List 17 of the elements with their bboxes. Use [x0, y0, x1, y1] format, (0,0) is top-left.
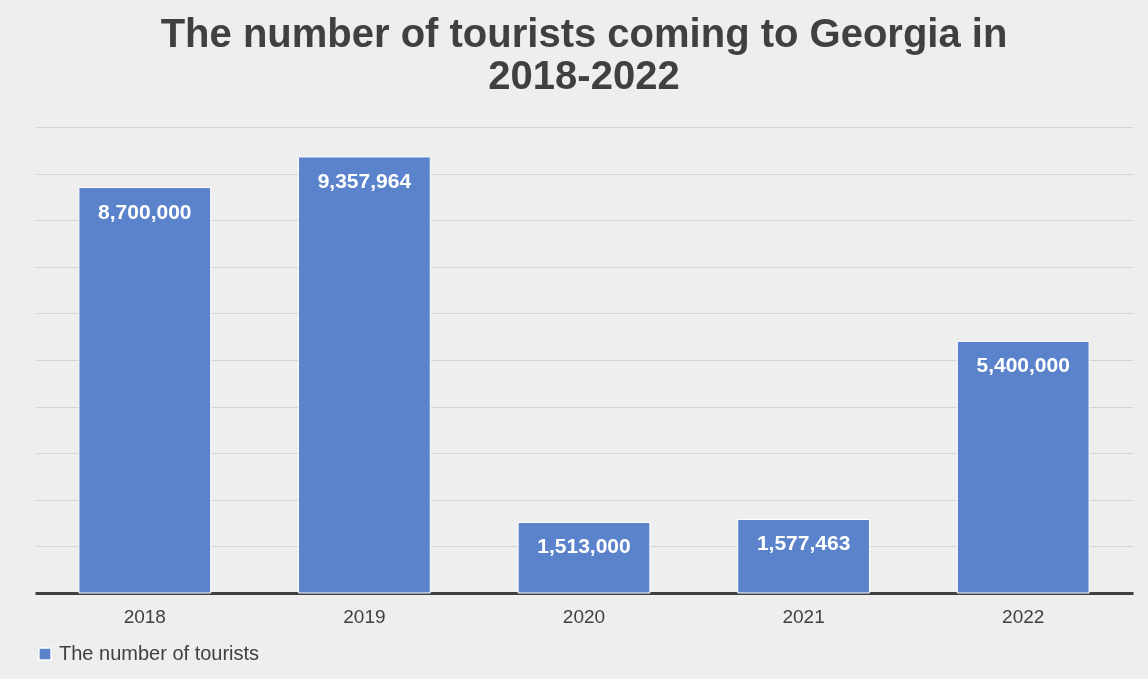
bar [298, 156, 431, 594]
data-label: 5,400,000 [976, 353, 1070, 377]
x-tick-label: 2019 [343, 605, 386, 627]
x-tick-label: 2018 [123, 605, 166, 627]
chart-title: The number of tourists coming to Georgia in 2018-2022 [160, 11, 1008, 97]
bar [78, 187, 212, 594]
data-label: 9,357,964 [317, 168, 412, 192]
bar [517, 521, 651, 594]
x-tick-label: 2022 [1002, 605, 1045, 627]
data-label: 1,513,000 [537, 534, 631, 558]
data-label: 8,700,000 [98, 199, 192, 223]
bar [737, 518, 870, 594]
bar [956, 340, 1090, 594]
legend-label: The number of tourists [59, 642, 260, 664]
data-label: 1,577,463 [756, 531, 851, 555]
x-tick-label: 2021 [782, 605, 825, 627]
x-tick-label: 2020 [562, 605, 606, 627]
